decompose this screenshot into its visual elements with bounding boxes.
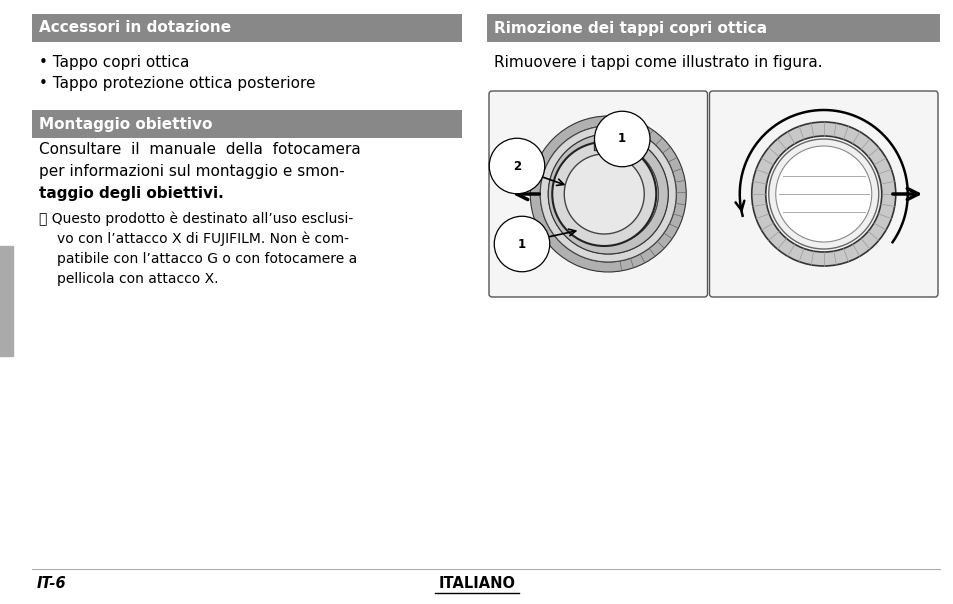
- Text: Montaggio obiettivo: Montaggio obiettivo: [39, 117, 213, 132]
- Bar: [32, 110, 461, 138]
- Circle shape: [552, 142, 656, 246]
- Text: per informazioni sul montaggio e smon-: per informazioni sul montaggio e smon-: [39, 164, 344, 179]
- Text: patibile con l’attacco G o con fotocamere a: patibile con l’attacco G o con fotocamer…: [57, 252, 356, 266]
- Text: ⓘ Questo prodotto è destinato all’uso esclusi-: ⓘ Questo prodotto è destinato all’uso es…: [39, 212, 353, 226]
- Bar: [486, 14, 939, 42]
- Text: 1: 1: [618, 132, 626, 146]
- Circle shape: [775, 146, 871, 242]
- Text: 2: 2: [513, 159, 520, 173]
- FancyBboxPatch shape: [709, 91, 937, 297]
- Text: Rimuovere i tappi come illustrato in figura.: Rimuovere i tappi come illustrato in fig…: [494, 55, 821, 70]
- Text: taggio degli obiettivi.: taggio degli obiettivi.: [39, 186, 224, 201]
- Bar: [32, 14, 461, 42]
- Text: 1: 1: [517, 237, 525, 251]
- Text: IT-6: IT-6: [37, 576, 67, 591]
- Text: • Tappo protezione ottica posteriore: • Tappo protezione ottica posteriore: [39, 76, 315, 91]
- Text: • Tappo copri ottica: • Tappo copri ottica: [39, 55, 190, 70]
- Circle shape: [563, 154, 643, 234]
- Text: Accessori in dotazione: Accessori in dotazione: [39, 21, 231, 36]
- Text: Consultare  il  manuale  della  fotocamera: Consultare il manuale della fotocamera: [39, 142, 360, 157]
- FancyBboxPatch shape: [594, 140, 614, 150]
- Circle shape: [768, 139, 878, 249]
- Text: pellicola con attacco X.: pellicola con attacco X.: [57, 272, 218, 286]
- Text: Rimozione dei tappi copri ottica: Rimozione dei tappi copri ottica: [494, 21, 766, 36]
- Bar: [0, 246, 13, 356]
- Text: vo con l’attacco X di FUJIFILM. Non è com-: vo con l’attacco X di FUJIFILM. Non è co…: [57, 232, 349, 246]
- FancyBboxPatch shape: [489, 91, 707, 297]
- Text: ITALIANO: ITALIANO: [438, 576, 515, 591]
